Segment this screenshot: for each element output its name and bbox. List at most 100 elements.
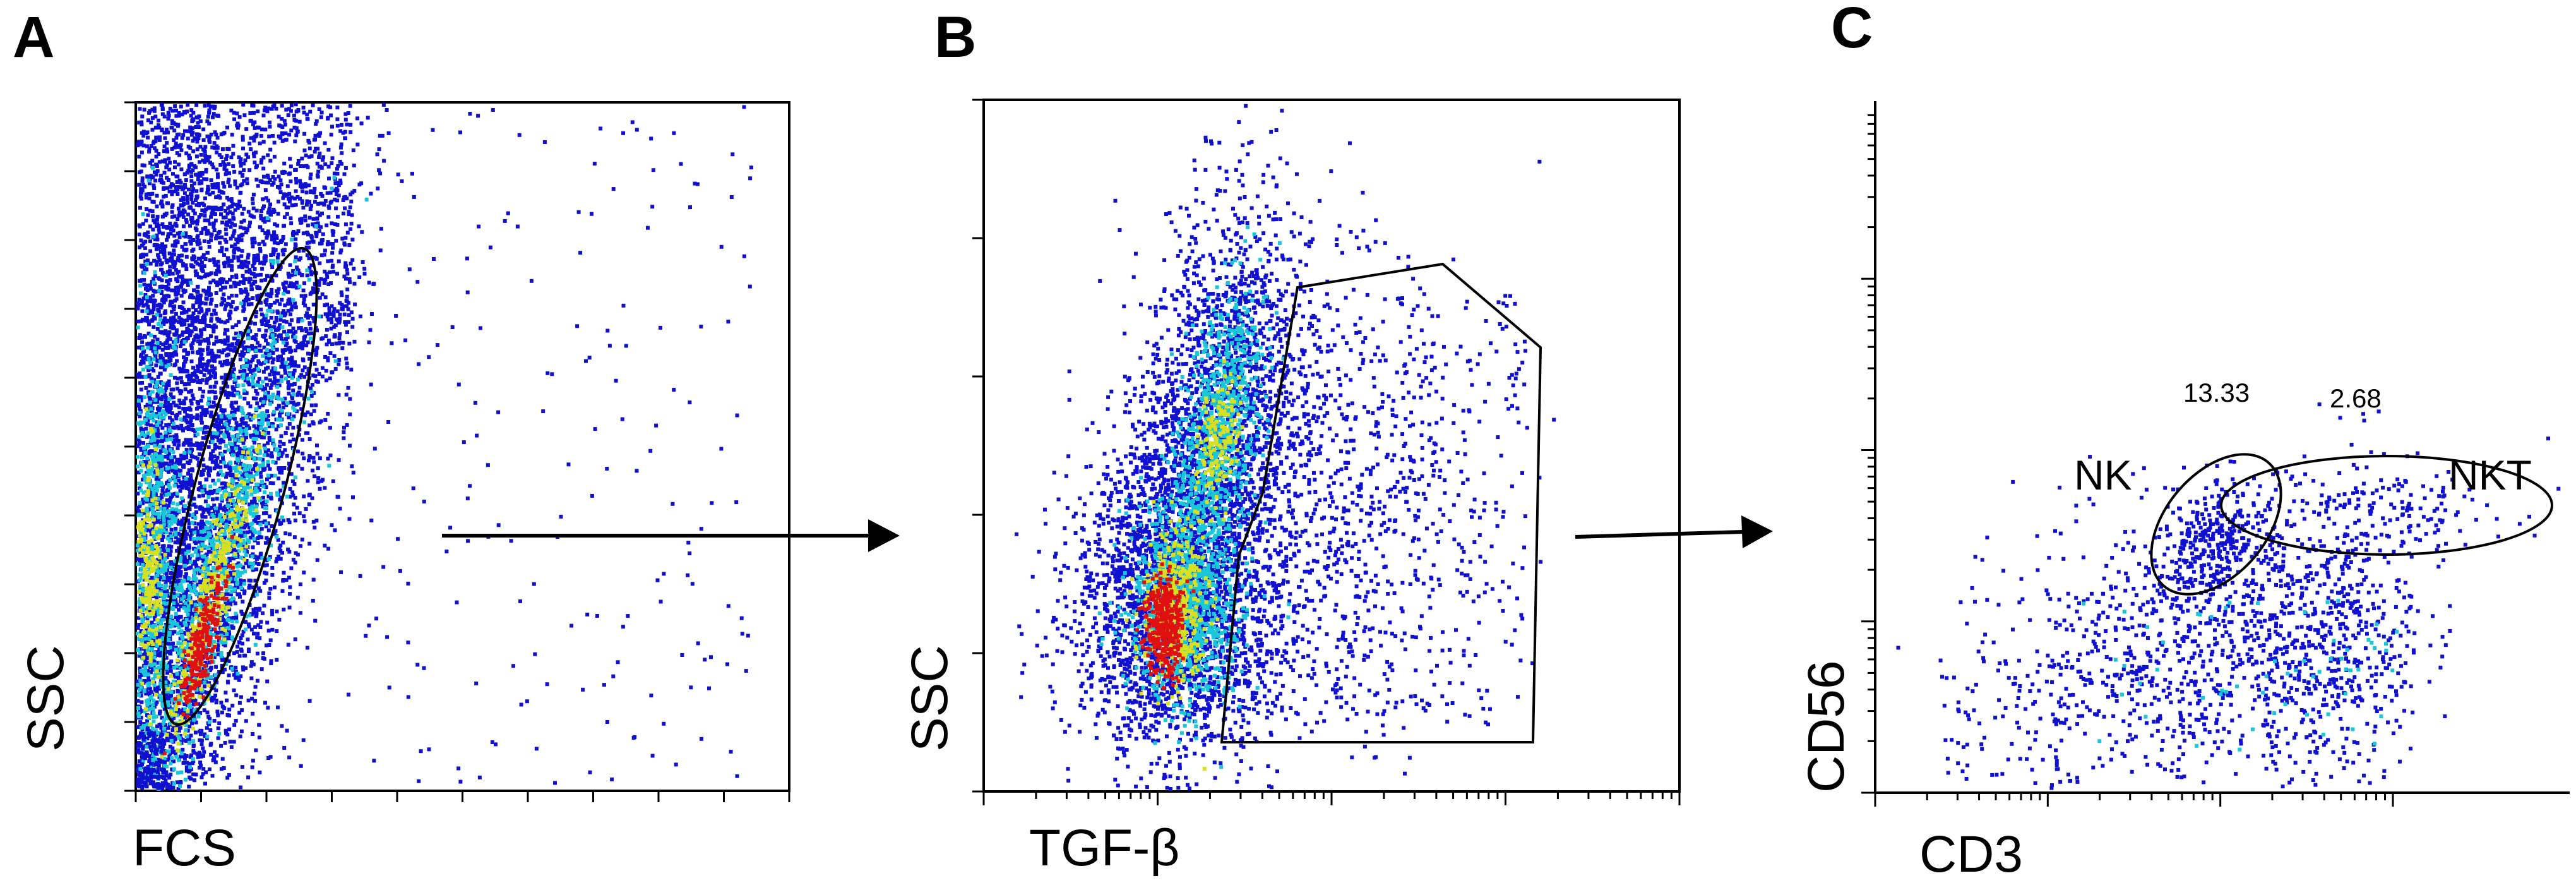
event-dot — [175, 133, 179, 137]
event-dot — [136, 319, 140, 323]
event-dot — [225, 125, 229, 129]
event-dot — [729, 195, 734, 199]
event-dot — [205, 477, 209, 481]
event-dot — [234, 307, 238, 311]
event-dot — [181, 198, 186, 202]
event-dot — [227, 177, 231, 182]
event-dot — [164, 423, 169, 428]
event-dot — [191, 168, 195, 172]
event-dot — [146, 676, 151, 680]
event-dot — [275, 629, 279, 634]
event-dot — [277, 114, 281, 119]
event-dot — [352, 282, 357, 286]
event-dot — [241, 629, 246, 634]
event-dot — [194, 172, 198, 177]
event-dot — [264, 323, 268, 327]
event-dot — [140, 340, 145, 344]
event-dot — [261, 155, 266, 160]
event-dot — [152, 307, 156, 311]
event-dot — [238, 160, 242, 164]
event-dot — [176, 188, 180, 192]
event-dot — [201, 378, 205, 382]
event-dot — [529, 279, 534, 283]
event-dot — [166, 232, 170, 236]
event-dot — [170, 288, 174, 292]
event-dot — [322, 201, 326, 206]
event-dot — [141, 358, 145, 362]
event-dot — [179, 501, 183, 505]
event-dot — [232, 254, 236, 258]
event-dot — [219, 132, 224, 136]
event-dot — [190, 393, 194, 397]
event-dot — [170, 310, 174, 314]
event-dot — [259, 160, 263, 165]
event-dot — [213, 447, 217, 451]
event-dot — [210, 162, 215, 167]
event-dot — [179, 143, 183, 147]
event-dot — [259, 158, 264, 162]
event-dot — [278, 318, 283, 322]
event-dot — [180, 548, 184, 553]
event-dot — [146, 213, 150, 217]
event-dot — [215, 146, 219, 150]
event-dot — [169, 300, 173, 304]
event-dot — [576, 210, 581, 214]
event-dot — [275, 224, 280, 228]
event-dot — [227, 171, 231, 176]
event-dot — [240, 350, 244, 354]
event-dot — [496, 410, 501, 414]
event-dot — [693, 181, 697, 186]
event-dot — [182, 362, 186, 366]
event-dot — [342, 312, 347, 316]
event-dot — [137, 442, 141, 446]
event-dot — [267, 208, 271, 212]
event-dot — [331, 232, 335, 237]
event-dot — [138, 142, 142, 147]
event-dot — [190, 183, 194, 188]
event-dot — [749, 165, 753, 170]
event-dot — [294, 286, 299, 290]
event-dot — [186, 352, 190, 356]
event-dot — [200, 201, 205, 206]
event-dot — [247, 280, 251, 284]
event-dot — [211, 404, 215, 409]
event-dot — [336, 164, 340, 168]
event-dot — [468, 112, 472, 116]
event-dot — [679, 162, 683, 166]
event-dot — [288, 157, 292, 161]
event-dot — [326, 215, 331, 219]
event-dot — [209, 452, 213, 456]
event-dot — [176, 291, 180, 296]
event-dot — [286, 380, 290, 384]
event-dot — [195, 140, 200, 144]
event-dot — [378, 171, 383, 176]
event-dot — [266, 198, 270, 203]
event-dot — [199, 328, 203, 332]
event-dot — [145, 234, 149, 238]
event-dot — [219, 386, 224, 390]
event-dot — [333, 323, 338, 327]
event-dot — [214, 236, 218, 241]
event-dot — [276, 184, 280, 189]
event-dot — [179, 423, 184, 428]
event-dot — [377, 147, 381, 152]
event-dot — [282, 466, 287, 470]
event-dot — [347, 313, 351, 317]
event-dot — [541, 409, 546, 414]
event-dot — [241, 340, 246, 344]
event-dot — [230, 385, 235, 389]
event-dot — [226, 352, 230, 357]
event-dot — [234, 237, 239, 241]
event-dot — [347, 277, 352, 281]
event-dot — [308, 327, 313, 331]
event-dot — [272, 103, 277, 107]
event-dot — [259, 312, 264, 316]
event-dot — [148, 224, 152, 229]
event-dot — [147, 147, 152, 151]
event-dot — [250, 237, 254, 241]
event-dot — [220, 235, 224, 239]
event-dot — [263, 242, 266, 246]
event-dot — [205, 377, 210, 382]
event-dot — [176, 446, 180, 450]
event-dot — [236, 123, 240, 127]
